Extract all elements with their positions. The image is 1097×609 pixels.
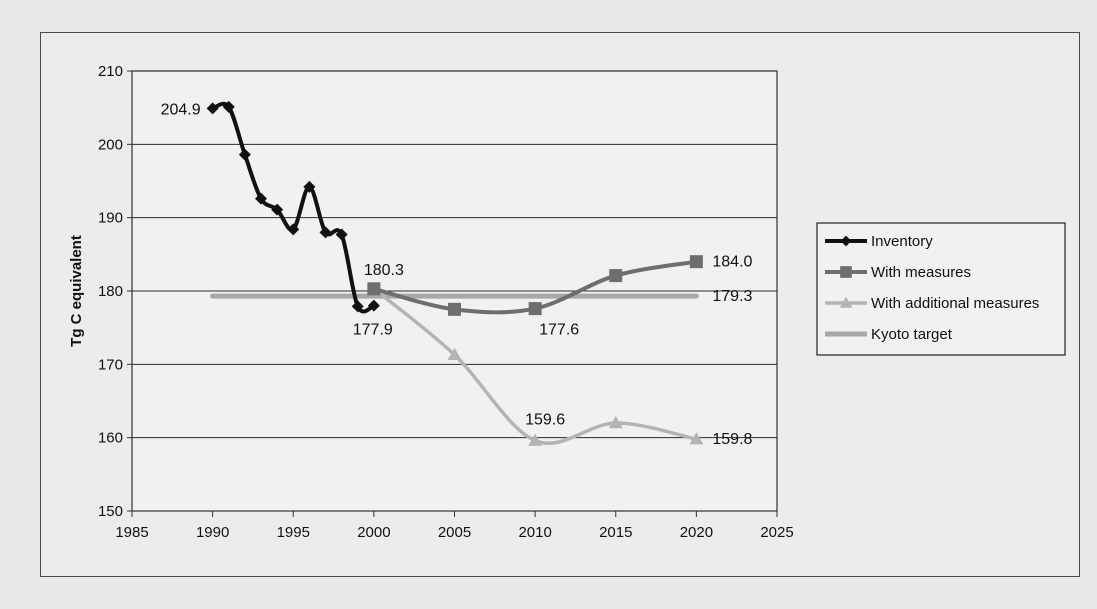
legend-item: Kyoto target [825, 326, 953, 343]
data-point [528, 433, 543, 446]
y-tick-label: 200 [98, 136, 123, 153]
series-layer [206, 100, 704, 446]
data-point [222, 100, 235, 113]
data-label: 159.6 [525, 412, 565, 429]
data-point [608, 416, 623, 429]
x-tick-label: 2010 [518, 524, 551, 541]
data-label: 177.9 [353, 321, 393, 338]
x-tick-label: 2005 [438, 524, 471, 541]
data-labels: 204.9 180.3 177.9 177.6 184.0 179.3 159.6 159.8 [161, 101, 753, 448]
data-point [271, 203, 284, 216]
series-inventory [206, 100, 380, 314]
x-tick-label: 2000 [357, 524, 390, 541]
x-tick-label: 2025 [760, 524, 793, 541]
data-point [689, 255, 703, 269]
legend-label: Inventory [871, 233, 933, 250]
data-label: 180.3 [364, 262, 404, 279]
data-point [448, 302, 461, 316]
data-point [351, 300, 364, 313]
data-point [255, 192, 267, 205]
data-point [839, 296, 853, 308]
series-line [372, 287, 699, 445]
data-point [287, 223, 300, 236]
x-tick-label: 1995 [277, 524, 310, 541]
x-tick-label: 2020 [680, 524, 713, 541]
x-tick-label: 1990 [196, 524, 229, 541]
data-point [367, 282, 381, 296]
legend-item: With additional measures [825, 295, 1039, 312]
plot-area: 150 160 170 180 190 200 210 1985 1990 1995 2000 200… [98, 63, 794, 541]
chart-frame: 150 160 170 180 190 200 210 1985 1990 1995 2000 200… [40, 32, 1080, 577]
data-label: 204.9 [161, 101, 201, 118]
y-tick-label: 190 [98, 210, 123, 227]
data-point [528, 302, 542, 316]
y-tick-label: 180 [98, 283, 123, 300]
x-tick-label: 2015 [599, 524, 632, 541]
y-tick-label: 170 [98, 356, 123, 373]
data-label: 177.6 [539, 322, 579, 339]
y-tick-label: 210 [98, 63, 123, 80]
data-point [840, 235, 852, 247]
y-tick-label: 150 [98, 503, 123, 520]
legend-item: With measures [825, 264, 971, 281]
y-axis-label: Tg C equivalent [68, 235, 85, 347]
legend: Inventory With measures With additional me… [816, 222, 1066, 356]
legend-label: With additional measures [871, 295, 1039, 312]
data-label: 184.0 [712, 254, 752, 271]
data-point [206, 102, 219, 115]
data-point [840, 266, 852, 278]
data-point [609, 269, 623, 283]
data-point [335, 228, 348, 241]
data-point [238, 148, 251, 161]
x-tick-label: 1985 [115, 524, 148, 541]
data-label: 179.3 [712, 288, 752, 305]
series-with-measures [367, 255, 703, 316]
line-chart: 150 160 170 180 190 200 210 1985 1990 1995 2000 200… [68, 63, 1066, 541]
legend-label: Kyoto target [871, 326, 953, 343]
legend-label: With measures [871, 264, 971, 281]
y-tick-label: 160 [98, 430, 123, 447]
data-point [319, 226, 332, 239]
data-label: 159.8 [712, 431, 752, 448]
legend-item: Inventory [825, 233, 933, 250]
data-point [367, 299, 380, 312]
data-point [447, 347, 462, 361]
data-point [303, 180, 316, 193]
data-point [689, 432, 704, 445]
